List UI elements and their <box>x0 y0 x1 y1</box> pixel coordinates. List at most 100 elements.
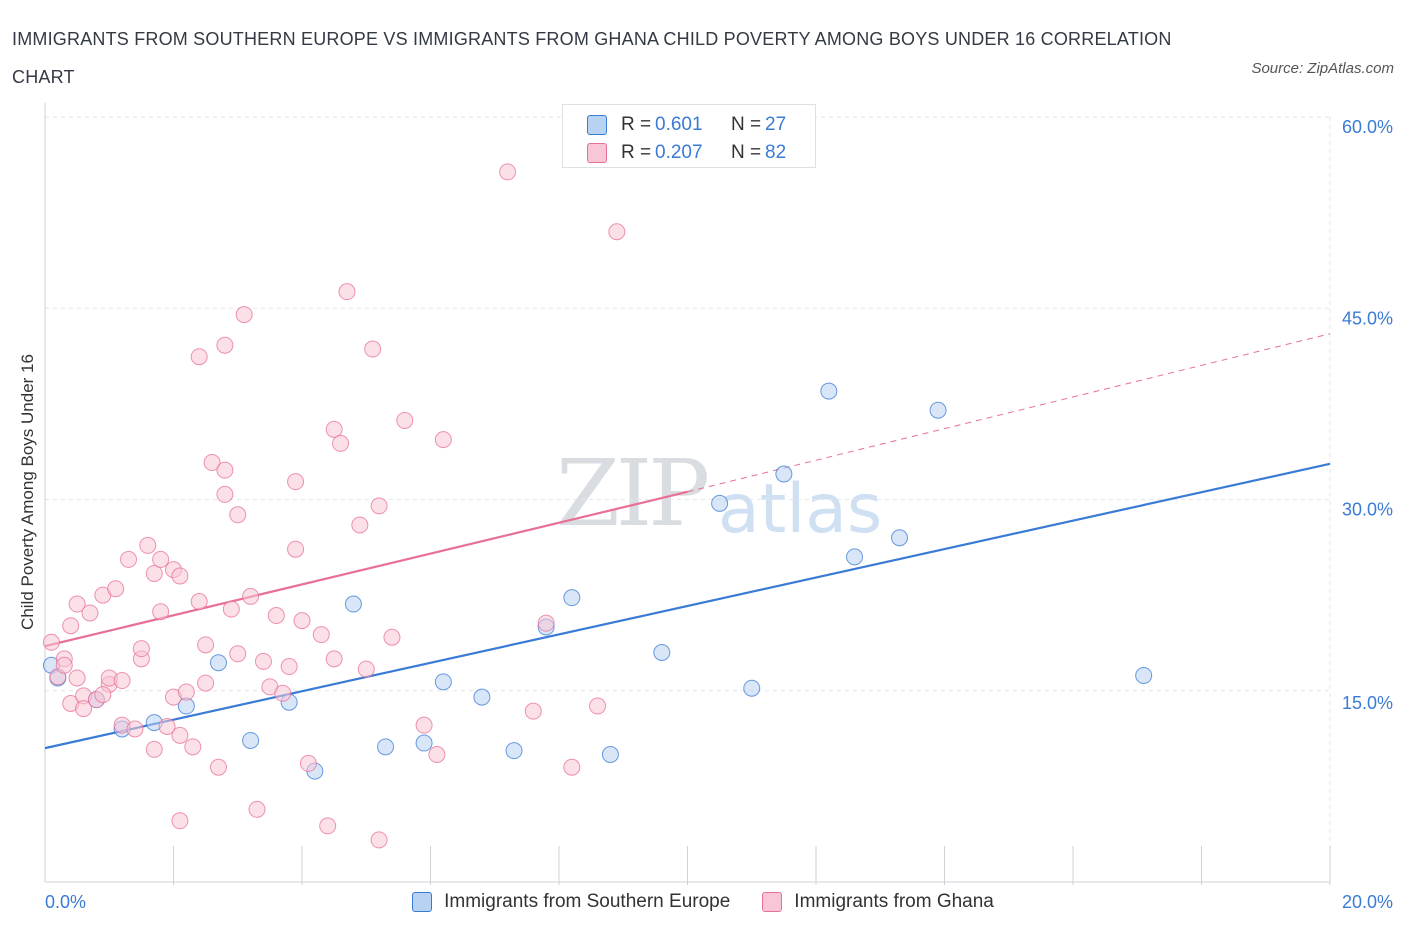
data-point <box>274 684 292 702</box>
data-point <box>190 348 208 366</box>
data-point <box>177 683 195 701</box>
data-point <box>209 758 227 776</box>
data-point <box>344 595 362 613</box>
data-point <box>332 434 350 452</box>
n-value: 82 <box>765 142 787 163</box>
data-point <box>75 700 93 718</box>
legend-item-ghana[interactable]: Immigrants from Ghana <box>762 891 994 913</box>
trend-line-southern-europe <box>44 462 1331 750</box>
data-point <box>267 607 285 625</box>
data-point <box>383 628 401 646</box>
data-point <box>608 223 626 241</box>
data-point <box>81 604 99 622</box>
data-point <box>428 746 446 763</box>
data-point <box>434 673 452 691</box>
data-point <box>370 497 388 515</box>
data-point <box>94 686 112 704</box>
n-label: N = <box>731 114 762 135</box>
data-point <box>499 163 517 181</box>
data-point <box>62 617 80 635</box>
legend-swatch-pink <box>587 143 607 163</box>
r-value: 0.207 <box>655 142 703 163</box>
data-point <box>197 636 215 654</box>
data-point <box>287 473 305 491</box>
y-tick-label: 45.0% <box>1342 308 1393 328</box>
data-point <box>711 494 729 512</box>
data-point <box>929 401 947 419</box>
data-point <box>846 548 864 566</box>
legend-label: Immigrants from Ghana <box>794 891 994 912</box>
data-point <box>325 650 343 668</box>
data-point <box>235 306 253 324</box>
trend-line-ghana <box>44 490 688 648</box>
data-point <box>248 800 266 818</box>
data-point <box>242 587 260 605</box>
data-point <box>434 431 452 449</box>
stats-row-southern-europe: R = 0.601 N = 27 <box>587 113 786 137</box>
data-point <box>293 612 311 630</box>
data-point <box>743 679 761 697</box>
axes <box>44 103 1331 885</box>
chart-title: IMMIGRANTS FROM SOUTHERN EUROPE VS IMMIG… <box>12 29 1172 87</box>
data-point <box>68 595 86 613</box>
trend-lines <box>44 333 1331 750</box>
data-point <box>377 738 395 756</box>
data-point <box>242 731 260 749</box>
y-axis-label: Child Poverty Among Boys Under 16 <box>18 354 37 630</box>
data-point <box>396 411 414 429</box>
data-point <box>280 658 298 676</box>
data-point <box>171 726 189 744</box>
data-point <box>209 654 227 672</box>
data-point <box>370 831 388 849</box>
data-point <box>325 420 343 438</box>
data-point <box>190 593 208 610</box>
legend-item-southern-europe[interactable]: Immigrants from Southern Europe <box>412 891 730 913</box>
stats-row-ghana: R = 0.207 N = 82 <box>587 141 786 165</box>
watermark-atlas: atlas <box>718 470 883 549</box>
x-tick-label: 0.0% <box>45 892 86 912</box>
data-point <box>216 461 234 479</box>
data-point <box>229 506 247 524</box>
data-point <box>351 516 369 534</box>
series-ghana <box>42 163 626 849</box>
data-point <box>338 283 356 301</box>
data-point <box>126 720 144 738</box>
series-legend: Immigrants from Southern Europe Immigran… <box>0 888 1406 916</box>
data-point <box>1135 666 1153 684</box>
trend-line-ghana-extension <box>687 333 1331 493</box>
n-label: N = <box>731 142 762 163</box>
grid-lines <box>45 116 1331 882</box>
data-point <box>68 669 86 687</box>
data-point <box>775 465 793 483</box>
data-point <box>820 382 838 400</box>
data-point <box>601 746 619 763</box>
series-southern-europe <box>42 382 1153 780</box>
data-point <box>653 644 671 661</box>
data-point <box>299 754 317 772</box>
data-point <box>216 485 234 503</box>
y-tick-label: 15.0% <box>1342 693 1393 713</box>
data-point <box>312 626 330 644</box>
data-point <box>42 633 60 651</box>
y-tick-label: 60.0% <box>1342 117 1393 137</box>
source-label: Source: ZipAtlas.com <box>1251 60 1394 77</box>
data-point <box>145 564 163 582</box>
data-point <box>287 540 305 558</box>
n-value: 27 <box>765 114 787 135</box>
data-point <box>152 603 170 621</box>
data-point <box>184 738 202 756</box>
data-point <box>505 742 523 760</box>
data-point <box>254 652 272 670</box>
data-point <box>171 567 189 585</box>
data-point <box>132 640 150 658</box>
data-point <box>158 717 176 735</box>
data-point <box>473 688 491 706</box>
data-point <box>563 589 581 607</box>
data-point <box>55 656 73 674</box>
legend-swatch-blue <box>587 115 607 135</box>
r-label: R = <box>621 142 652 163</box>
data-point <box>415 734 433 752</box>
r-value: 0.601 <box>655 114 703 135</box>
data-point <box>319 817 337 835</box>
